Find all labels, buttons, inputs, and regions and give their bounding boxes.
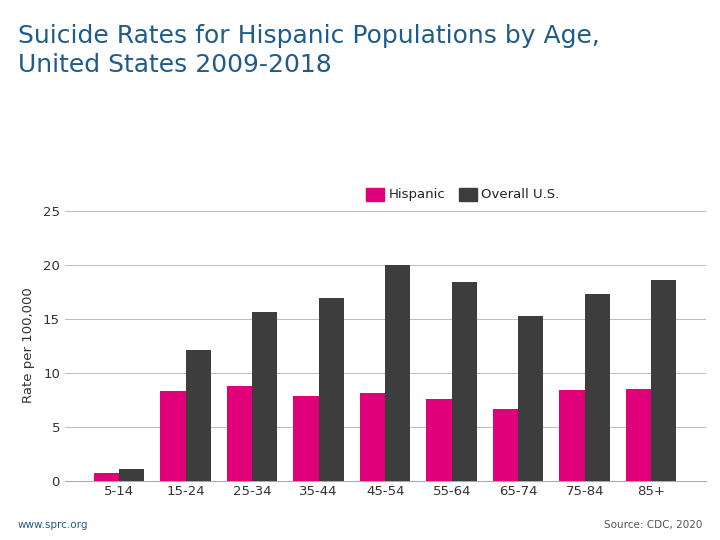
Text: Overall U.S.: Overall U.S. [481, 188, 559, 201]
FancyBboxPatch shape [459, 187, 477, 201]
Text: Suicide Rates for Hispanic Populations by Age,
United States 2009-2018: Suicide Rates for Hispanic Populations b… [18, 24, 600, 77]
Bar [385, 265, 410, 481]
Text: www.sprc.org: www.sprc.org [18, 520, 89, 530]
Bar [294, 396, 319, 481]
Bar [626, 389, 651, 481]
Bar [493, 409, 518, 481]
Text: Source: CDC, 2020: Source: CDC, 2020 [603, 520, 702, 530]
Bar [451, 282, 477, 481]
Bar [518, 316, 544, 481]
Bar [186, 350, 211, 481]
Y-axis label: Rate per 100,000: Rate per 100,000 [22, 288, 35, 403]
Bar [360, 393, 385, 481]
Bar [585, 294, 610, 481]
Bar [252, 312, 277, 481]
Bar [559, 390, 585, 481]
Bar [227, 386, 252, 481]
Bar [426, 399, 451, 481]
Bar [651, 280, 677, 481]
Text: SPRC  |  Suicide Prevention Resource Center: SPRC | Suicide Prevention Resource Cente… [493, 5, 709, 16]
Bar [319, 298, 344, 481]
Bar [120, 469, 145, 481]
FancyBboxPatch shape [366, 187, 384, 201]
Text: Hispanic: Hispanic [388, 188, 445, 201]
Bar [161, 391, 186, 481]
Bar [94, 473, 120, 481]
